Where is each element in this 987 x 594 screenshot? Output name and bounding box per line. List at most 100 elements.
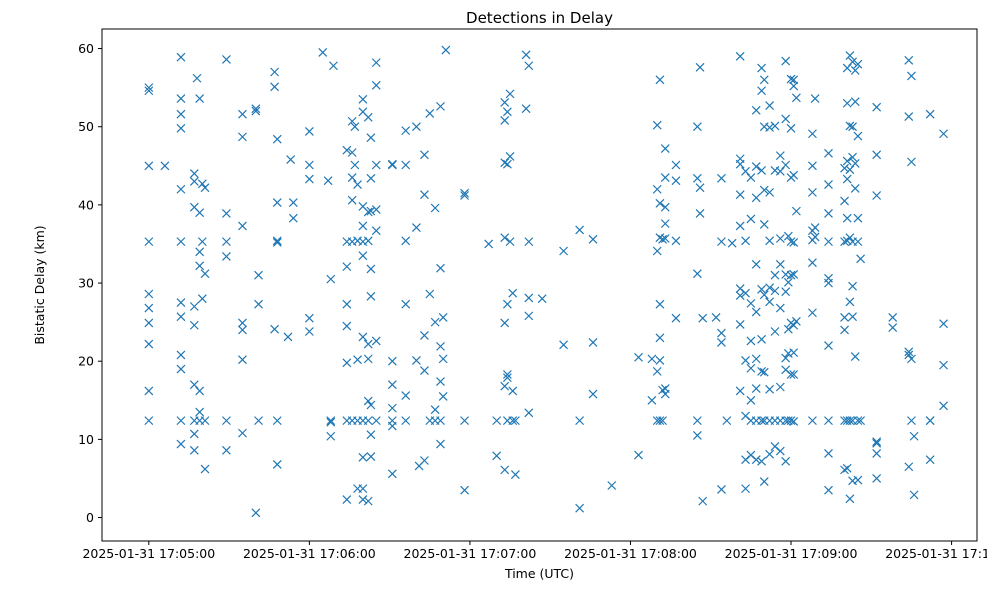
data-point <box>770 327 780 336</box>
data-point <box>660 173 670 182</box>
data-point <box>781 456 791 466</box>
data-point <box>363 112 373 122</box>
data-point <box>671 160 681 170</box>
data-point <box>845 51 855 61</box>
data-point <box>200 183 210 193</box>
data-point <box>781 56 791 66</box>
x-tick-label: 2025-01-31 17:07:00 <box>404 546 537 561</box>
data-point <box>759 185 769 195</box>
data-point <box>652 366 662 376</box>
data-point <box>144 161 154 171</box>
data-point <box>765 297 775 307</box>
data-point <box>350 160 360 170</box>
data-point <box>238 428 247 438</box>
data-point <box>791 206 801 216</box>
data-point <box>144 318 154 328</box>
data-point <box>195 208 205 218</box>
data-point <box>808 308 817 318</box>
data-point <box>695 209 705 218</box>
data-point <box>692 269 702 279</box>
data-point <box>853 475 863 485</box>
data-point <box>505 151 515 161</box>
data-point <box>850 159 860 168</box>
data-point <box>746 363 756 373</box>
data-point <box>775 382 785 392</box>
data-point <box>845 233 855 243</box>
data-point <box>907 416 916 426</box>
data-point <box>775 446 785 456</box>
data-point <box>909 431 919 441</box>
data-point <box>717 237 726 247</box>
data-point <box>425 108 435 118</box>
data-point <box>197 237 207 247</box>
data-point <box>872 437 882 447</box>
data-point <box>759 290 769 300</box>
data-point <box>272 237 282 247</box>
data-point <box>559 340 569 350</box>
data-point <box>430 317 440 327</box>
data-point <box>765 123 775 132</box>
data-point <box>751 384 761 393</box>
data-point <box>717 328 726 338</box>
data-point <box>759 477 769 487</box>
data-point <box>939 401 948 411</box>
data-point <box>401 416 411 426</box>
data-point <box>189 380 199 390</box>
data-point <box>848 57 857 67</box>
data-point <box>789 348 799 358</box>
y-tick-label: 60 <box>78 41 94 56</box>
data-point <box>176 184 186 194</box>
data-point <box>238 355 247 365</box>
data-point <box>735 159 745 169</box>
data-point <box>634 352 643 362</box>
data-point <box>411 122 421 132</box>
data-point <box>342 358 352 368</box>
data-point <box>904 347 914 357</box>
data-point <box>695 62 705 72</box>
data-point <box>500 116 510 125</box>
data-point <box>420 366 429 376</box>
data-point <box>387 421 397 431</box>
data-point <box>781 114 791 124</box>
data-point <box>144 237 154 247</box>
y-tick-label: 30 <box>78 276 94 291</box>
data-point <box>144 386 154 396</box>
data-point <box>751 162 761 172</box>
data-point <box>502 107 512 117</box>
data-point <box>925 109 935 119</box>
data-point <box>717 338 726 347</box>
data-point <box>350 122 360 132</box>
data-point <box>200 416 210 426</box>
data-point <box>660 234 670 243</box>
data-point <box>195 94 205 103</box>
data-point <box>660 144 670 154</box>
data-point <box>888 323 898 333</box>
data-point <box>850 184 860 193</box>
data-point <box>808 416 817 426</box>
data-point <box>840 313 849 322</box>
data-point <box>746 298 756 308</box>
data-point <box>363 236 373 246</box>
data-point <box>304 174 314 184</box>
data-point <box>840 237 849 247</box>
data-point <box>176 364 186 374</box>
data-point <box>872 474 882 483</box>
data-point <box>254 299 263 309</box>
data-point <box>655 356 665 365</box>
data-point <box>366 452 376 462</box>
data-point <box>436 439 445 449</box>
data-point <box>781 287 791 297</box>
data-point <box>904 462 914 472</box>
data-point <box>872 102 882 112</box>
data-point <box>824 449 833 458</box>
data-point <box>492 416 502 426</box>
data-point <box>840 465 849 475</box>
data-point <box>741 166 750 176</box>
data-point <box>420 150 429 160</box>
data-point <box>189 302 199 311</box>
data-point <box>789 75 799 85</box>
data-point <box>904 350 914 360</box>
data-point <box>144 339 154 349</box>
data-point <box>195 407 205 417</box>
